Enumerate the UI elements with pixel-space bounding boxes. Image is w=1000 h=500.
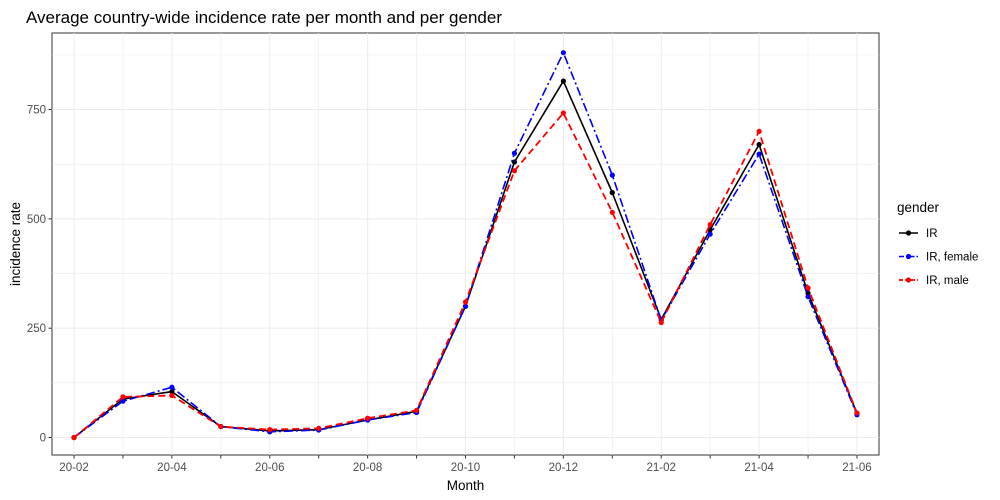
y-axis-title: incidence rate: [8, 202, 23, 286]
series-layer: [71, 50, 860, 441]
legend-item-3: IR, male: [899, 275, 969, 287]
data-point: [805, 294, 811, 300]
data-point: [218, 423, 224, 430]
data-point: [511, 168, 518, 174]
x-axis-title: Month: [447, 478, 485, 493]
data-point: [169, 388, 175, 395]
legend-item-1: IR: [899, 228, 938, 240]
legend-key-point: [905, 230, 912, 236]
data-point: [560, 78, 566, 84]
axis-ticks: 20-02 20-04 20-06 20-08 20-10 20-12 21-02 21-04…: [27, 105, 872, 474]
x-tick-label: 21-06: [842, 462, 871, 474]
data-point: [854, 410, 860, 416]
x-tick-label: 20-04: [157, 462, 187, 474]
data-point: [365, 415, 371, 421]
data-point: [756, 151, 762, 157]
x-tick-label: 20-02: [59, 462, 88, 474]
y-tick-label: 250: [27, 323, 46, 335]
data-point: [120, 398, 126, 404]
data-point: [169, 392, 175, 399]
data-point: [805, 285, 811, 291]
data-point: [609, 172, 615, 178]
x-tick-label: 20-06: [255, 462, 284, 474]
x-tick-label: 20-10: [451, 462, 480, 474]
data-point: [462, 303, 469, 309]
data-point: [511, 159, 518, 165]
legend-title: gender: [897, 200, 940, 215]
legend-item-2: IR, female: [899, 252, 978, 264]
chart-title: Average country-wide incidence rate per …: [26, 8, 502, 27]
data-point: [511, 150, 518, 156]
y-tick-label: 500: [27, 214, 46, 226]
x-tick-label: 21-02: [647, 462, 676, 474]
y-tick-label: 0: [40, 433, 46, 445]
data-point: [707, 231, 713, 237]
data-point: [560, 50, 566, 56]
data-point: [267, 427, 273, 433]
data-point: [413, 407, 420, 413]
series-3: [71, 110, 860, 441]
data-point: [756, 141, 762, 148]
legend-label: IR, female: [926, 252, 978, 264]
data-point: [316, 425, 322, 431]
legend-key-point: [905, 277, 912, 283]
data-point: [169, 384, 175, 390]
data-point: [560, 110, 566, 116]
x-tick-label: 20-12: [549, 462, 578, 474]
x-tick-label: 21-04: [744, 462, 774, 474]
data-point: [71, 434, 77, 441]
legend: gender IR IR, female IR, male: [897, 200, 978, 287]
data-point: [120, 394, 126, 400]
legend-key-point: [905, 253, 912, 260]
data-point: [609, 190, 615, 196]
legend-label: IR: [926, 228, 938, 240]
data-point: [707, 221, 713, 228]
y-tick-label: 750: [27, 105, 46, 117]
data-point: [462, 299, 469, 305]
data-point: [756, 128, 762, 134]
legend-label: IR, male: [926, 275, 969, 287]
data-point: [658, 319, 664, 326]
x-tick-label: 20-08: [353, 462, 382, 474]
data-point: [609, 209, 615, 215]
